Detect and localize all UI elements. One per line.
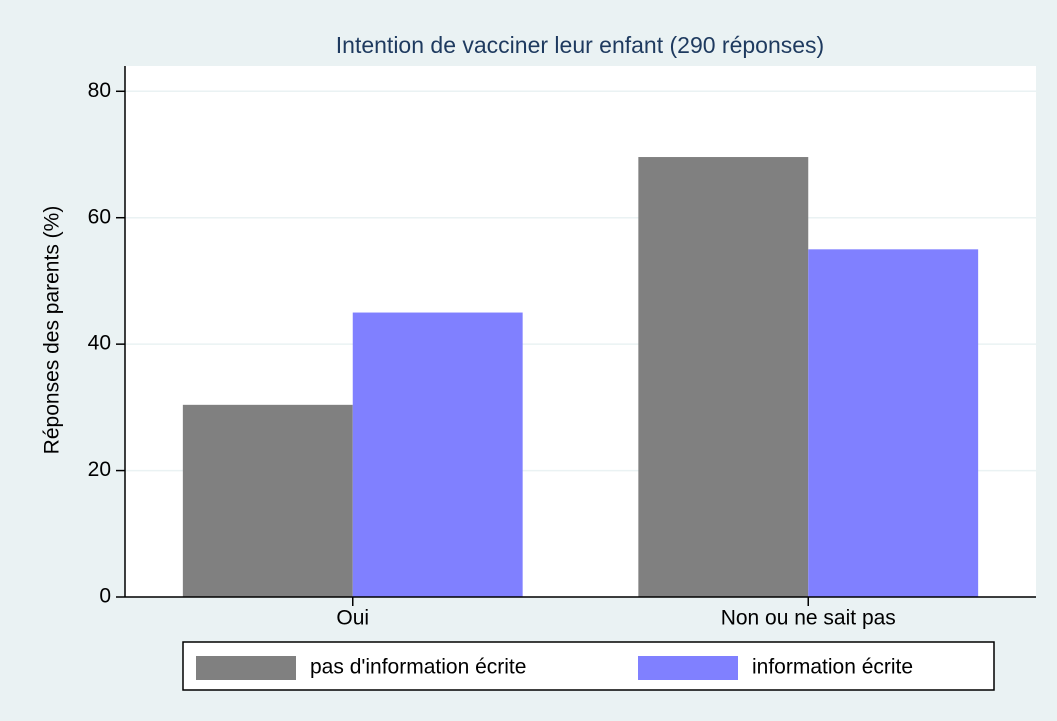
y-tick-label: 0 bbox=[99, 585, 111, 608]
bar bbox=[638, 157, 809, 597]
bar bbox=[808, 249, 979, 598]
y-axis-label: Réponses des parents (%) bbox=[41, 206, 64, 455]
legend-label: information écrite bbox=[752, 656, 913, 679]
bar bbox=[352, 312, 523, 597]
y-tick-label: 40 bbox=[88, 332, 111, 355]
legend-swatch bbox=[638, 656, 738, 680]
x-tick-label: Non ou ne sait pas bbox=[721, 607, 896, 630]
y-tick-label: 80 bbox=[88, 79, 111, 102]
chart-title: Intention de vacciner leur enfant (290 r… bbox=[336, 32, 824, 58]
bar bbox=[182, 404, 353, 597]
legend-label: pas d'information écrite bbox=[310, 656, 526, 679]
x-tick-label: Oui bbox=[336, 607, 369, 630]
legend bbox=[182, 641, 995, 691]
legend-swatch bbox=[196, 656, 296, 680]
y-tick-label: 60 bbox=[88, 205, 111, 228]
y-tick-label: 20 bbox=[88, 458, 111, 481]
